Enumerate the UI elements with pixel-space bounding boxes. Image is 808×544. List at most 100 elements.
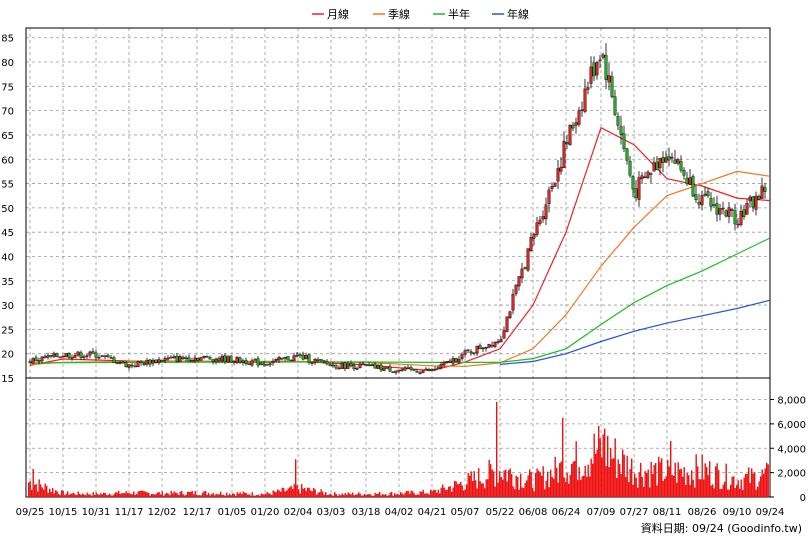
volume-bar	[647, 469, 649, 497]
volume-bar	[476, 488, 478, 497]
candle-up	[607, 75, 611, 83]
volume-bar	[713, 488, 715, 497]
volume-bar	[502, 479, 504, 497]
volume-bar	[206, 494, 208, 497]
candle-up	[670, 156, 674, 159]
volume-bar	[320, 489, 322, 497]
candle-up	[241, 360, 245, 363]
candle-up	[640, 175, 644, 180]
volume-bar	[545, 480, 547, 497]
date-tick-label: 04/21	[418, 507, 447, 518]
candle-down	[109, 357, 113, 359]
candle-up	[58, 356, 62, 359]
volume-bar	[493, 471, 495, 497]
date-tick-label: 01/20	[251, 507, 280, 518]
candle-down	[490, 345, 494, 347]
candle-up	[475, 345, 479, 354]
volume-bar	[61, 490, 63, 497]
volume-bar	[296, 485, 298, 497]
candle-up	[355, 368, 359, 370]
volume-bar	[157, 492, 159, 497]
volume-bar	[278, 490, 280, 497]
volume-bar	[682, 476, 684, 497]
volume-bar	[65, 493, 67, 497]
volume-bar	[337, 495, 339, 497]
volume-bar	[166, 492, 168, 497]
volume-bar	[580, 479, 582, 497]
candle-up	[304, 355, 308, 360]
volume-bar	[59, 494, 61, 497]
volume-bar	[595, 453, 597, 497]
candle-down	[622, 133, 626, 150]
volume-bar	[67, 491, 69, 497]
price-tick-label: 30	[1, 301, 14, 312]
volume-bar	[748, 467, 750, 497]
candle-up	[253, 359, 257, 361]
volume-bar	[32, 468, 34, 497]
candle-down	[316, 359, 320, 361]
volume-bar	[746, 473, 748, 497]
volume-bar	[311, 491, 313, 497]
volume-bar	[704, 463, 706, 497]
volume-bar	[607, 435, 609, 497]
volume-tick-label: 4,000	[777, 444, 806, 455]
volume-bar	[233, 493, 235, 497]
candle-down	[361, 363, 365, 365]
volume-bar	[467, 472, 469, 497]
volume-bar	[187, 491, 189, 497]
volume-bar	[181, 490, 183, 497]
volume-bar	[677, 462, 679, 497]
date-tick-label: 04/02	[385, 507, 414, 518]
volume-bar	[499, 471, 501, 497]
volume-bar	[176, 493, 178, 497]
volume-bar	[358, 492, 360, 497]
volume-bar	[521, 487, 523, 497]
volume-bar	[742, 490, 744, 497]
volume-bar	[533, 491, 535, 497]
candle-down	[301, 354, 305, 360]
volume-bar	[97, 494, 99, 497]
price-tick-label: 55	[1, 180, 14, 191]
volume-bar	[119, 493, 121, 497]
candle-up	[121, 361, 125, 364]
volume-bar	[52, 488, 54, 497]
volume-bar	[403, 494, 405, 497]
candle-down	[523, 267, 527, 269]
volume-bar	[227, 495, 229, 497]
volume-bar	[560, 461, 562, 497]
date-tick-label: 10/31	[82, 507, 111, 518]
volume-bar	[287, 488, 289, 497]
volume-tick-label: 8,000	[777, 396, 806, 407]
volume-bar	[446, 489, 448, 497]
volume-bar	[374, 492, 376, 497]
volume-bar	[265, 493, 267, 497]
volume-bar	[334, 492, 336, 497]
candle-down	[247, 363, 251, 365]
volume-bar	[28, 482, 30, 497]
volume-bar	[275, 492, 277, 497]
volume-bar	[718, 470, 720, 497]
volume-bar	[461, 485, 463, 497]
volume-bar	[404, 492, 406, 497]
volume-bar	[569, 474, 571, 497]
volume-bar	[388, 495, 390, 497]
price-tick-label: 25	[1, 325, 14, 336]
candle-down	[229, 355, 233, 363]
volume-bar	[445, 490, 447, 497]
volume-bar	[109, 493, 111, 497]
candle-down	[94, 352, 98, 358]
volume-bar	[424, 493, 426, 497]
volume-bar	[389, 492, 391, 497]
volume-bar	[734, 488, 736, 497]
volume-bar	[667, 459, 669, 497]
candle-down	[649, 173, 653, 175]
candle-down	[28, 361, 32, 363]
volume-bar	[656, 485, 658, 497]
volume-bar	[541, 475, 543, 497]
candle-up	[568, 124, 572, 146]
candle-up	[754, 195, 758, 210]
candle-up	[676, 159, 680, 164]
volume-bar	[274, 491, 276, 497]
volume-bar	[743, 477, 745, 497]
volume-bar	[472, 481, 474, 497]
